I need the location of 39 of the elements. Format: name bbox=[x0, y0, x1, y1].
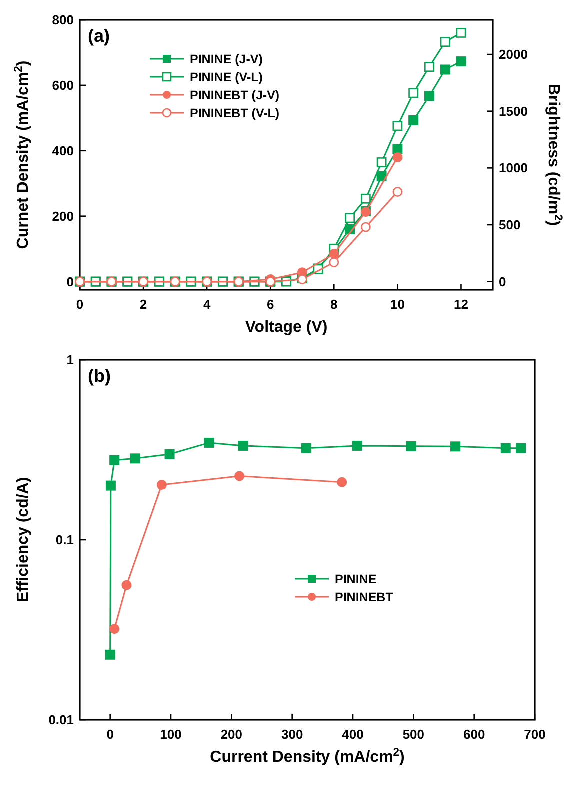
y-tick-label: 1 bbox=[66, 352, 74, 368]
legend-label: PININE (V-L) bbox=[190, 70, 263, 84]
x-tick-label: 6 bbox=[267, 297, 274, 312]
x-tick-label: 100 bbox=[160, 727, 182, 742]
y-tick-label: 0 bbox=[66, 274, 74, 290]
x-tick-label: 4 bbox=[203, 297, 212, 312]
legend-label: PININEBT (V-L) bbox=[190, 106, 280, 120]
x-tick-label: 300 bbox=[281, 727, 304, 742]
x-axis-title: Voltage (V) bbox=[245, 319, 328, 336]
y2-tick-label: 2000 bbox=[499, 47, 528, 62]
y-tick-label: 400 bbox=[52, 143, 74, 158]
x-tick-label: 400 bbox=[342, 727, 364, 742]
x-tick-label: 500 bbox=[402, 727, 425, 742]
x-axis-title: Current Density (mA/cm$^{2}$) bbox=[210, 747, 405, 766]
y-tick-label: 800 bbox=[52, 12, 74, 28]
y2-tick-label: 0 bbox=[499, 274, 506, 290]
legend-label: PININEBT bbox=[335, 590, 394, 604]
x-tick-label: 700 bbox=[524, 727, 546, 742]
x-tick-label: 8 bbox=[330, 297, 338, 312]
y-tick-label: 0.1 bbox=[56, 532, 74, 548]
legend-label: PININE bbox=[335, 572, 377, 586]
x-tick-label: 0 bbox=[106, 727, 114, 742]
y-tick-label: 200 bbox=[52, 208, 74, 224]
x-tick-label: 12 bbox=[454, 297, 468, 312]
x-tick-label: 200 bbox=[220, 727, 243, 742]
y-tick-label: 0.01 bbox=[48, 712, 74, 728]
x-tick-label: 10 bbox=[390, 297, 405, 312]
legend-label: PININE (J-V) bbox=[190, 52, 263, 66]
y-axis-title: Efficiency (cd/A) bbox=[15, 477, 32, 603]
annotation: (a) bbox=[88, 26, 110, 46]
y2-tick-label: 500 bbox=[499, 218, 521, 232]
x-tick-label: 0 bbox=[76, 297, 84, 312]
y2-tick-label: 1000 bbox=[499, 160, 528, 176]
x-tick-label: 600 bbox=[463, 727, 486, 742]
legend-label: PININEBT (J-V) bbox=[190, 88, 280, 102]
x-tick-label: 2 bbox=[140, 297, 148, 312]
y-tick-label: 600 bbox=[52, 78, 74, 93]
annotation: (b) bbox=[88, 366, 111, 386]
y2-tick-label: 1500 bbox=[499, 104, 528, 119]
